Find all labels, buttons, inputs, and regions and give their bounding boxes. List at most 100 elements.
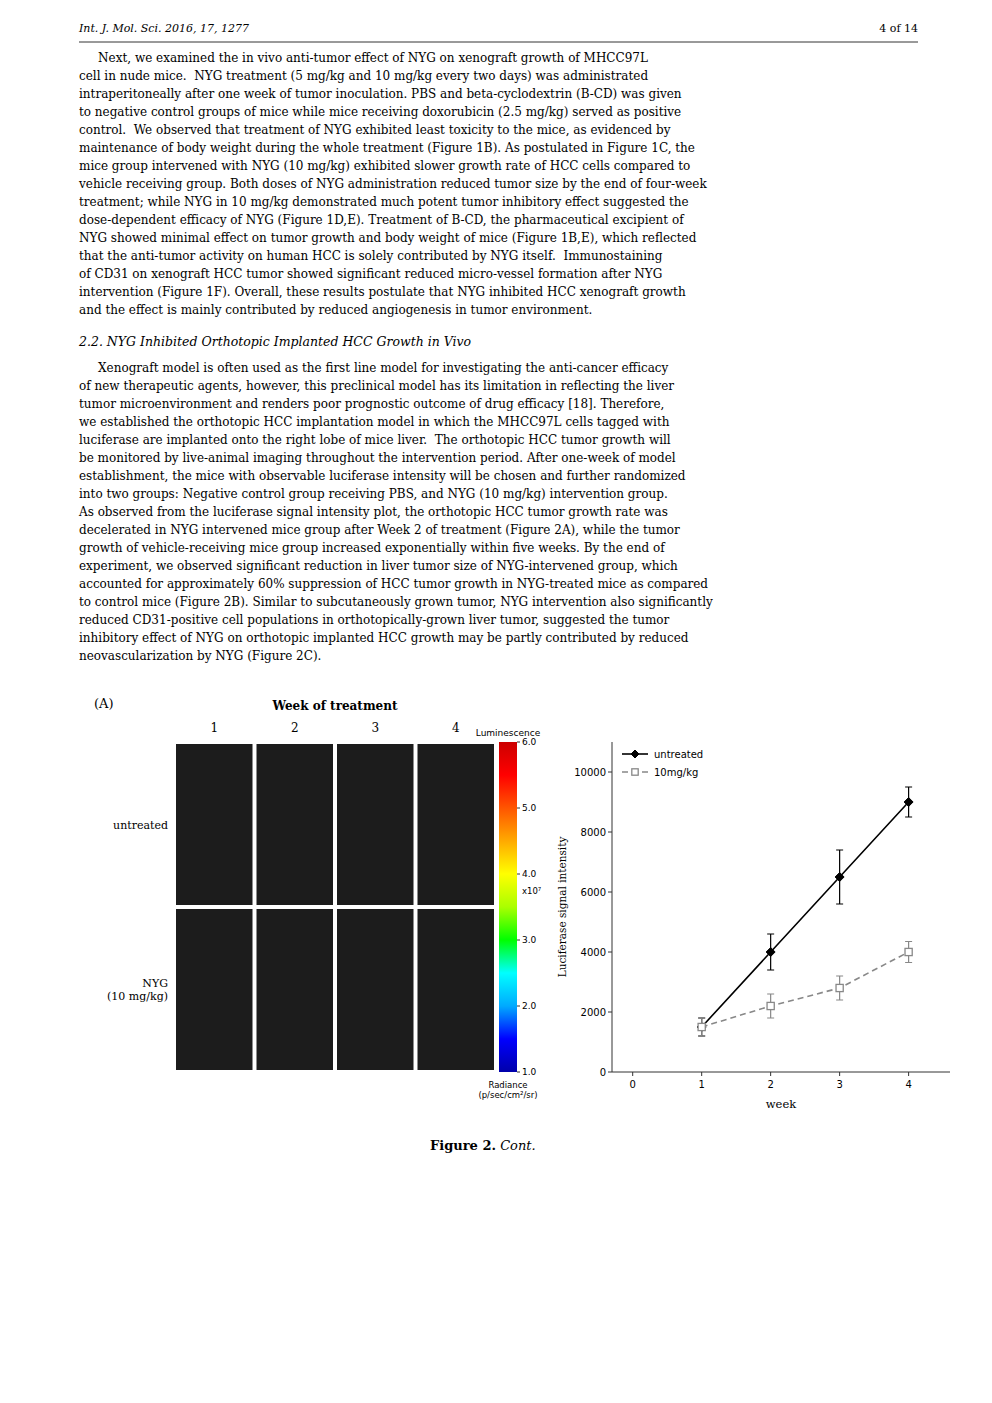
image-placeholder	[176, 744, 253, 905]
legend-marker	[632, 769, 638, 775]
body-line: growth of vehicle-receiving mice group i…	[79, 541, 666, 555]
y-tick-label: 10000	[574, 767, 606, 778]
x-tick-label: 3	[836, 1079, 842, 1090]
body-line: reduced CD31-positive cell populations i…	[79, 613, 670, 627]
plot-data	[697, 787, 913, 1036]
marker	[767, 1002, 774, 1009]
x-tick	[701, 1072, 702, 1076]
y-tick	[608, 1072, 612, 1073]
colorbar-tick-label: 4.0	[522, 869, 537, 879]
marker	[904, 798, 913, 807]
header-rule	[79, 42, 918, 43]
body-line: dose-dependent efficacy of NYG (Figure 1…	[79, 213, 685, 227]
colorbar-tick	[517, 742, 520, 743]
image-placeholder	[176, 909, 253, 1070]
body-line: intraperitoneally after one week of tumo…	[79, 87, 682, 101]
colorbar-tick-label: 3.0	[522, 935, 537, 945]
y-tick	[608, 892, 612, 893]
y-tick	[608, 1012, 612, 1013]
body-line: inhibitory effect of NYG on orthotopic i…	[79, 631, 689, 645]
image-placeholder	[418, 744, 495, 905]
body-line: neovascularization by NYG (Figure 2C).	[79, 649, 321, 663]
body-line: that the anti-tumor activity on human HC…	[79, 249, 663, 263]
y-tick	[608, 952, 612, 953]
text-line: (p/sec/cm²/sr)	[478, 1090, 537, 1100]
error-bar	[905, 787, 912, 817]
colorbar-tick	[517, 940, 520, 941]
body-line: to control mice (Figure 2B). Similar to …	[79, 595, 713, 609]
column-label: 2	[291, 721, 299, 735]
x-axis	[612, 1072, 950, 1073]
colorbar-unit-label: Radiance(p/sec/cm²/sr)	[478, 1080, 537, 1100]
y-tick-label: 4000	[581, 947, 606, 958]
header-right: 4 of 14	[879, 22, 918, 35]
colorbar-tick-label: 1.0	[522, 1067, 537, 1077]
y-tick-label: 2000	[581, 1007, 606, 1018]
body-line: experiment, we observed significant redu…	[79, 559, 678, 573]
text-line: Radiance	[488, 1080, 527, 1090]
body-line: of CD31 on xenograft HCC tumor showed si…	[79, 267, 662, 281]
x-tick-label: 4	[905, 1079, 911, 1090]
x-tick	[908, 1072, 909, 1076]
image-placeholder	[337, 909, 414, 1070]
body-line: vehicle receiving group. Both doses of N…	[78, 177, 707, 191]
image-placeholder	[257, 909, 334, 1070]
x-tick	[770, 1072, 771, 1076]
error-bar	[698, 1018, 705, 1036]
column-label: 1	[210, 721, 218, 735]
body-line: Next, we examined the in vivo anti-tumor…	[79, 51, 648, 65]
y-tick-label: 6000	[581, 887, 606, 898]
body-line: cell in nude mice. NYG treatment (5 mg/k…	[79, 69, 648, 83]
colorbar-scale-label: x10⁷	[522, 886, 542, 896]
colorbar-tick	[517, 808, 520, 809]
body-line: into two groups: Negative control group …	[79, 487, 668, 501]
body-line: be monitored by live-animal imaging thro…	[79, 451, 676, 465]
body-line: to negative control groups of mice while…	[79, 105, 681, 119]
body-line: mice group intervened with NYG (10 mg/kg…	[79, 159, 690, 173]
body-line: tumor microenvironment and renders poor …	[79, 397, 664, 411]
body-line: As observed from the luciferase signal i…	[78, 505, 668, 519]
marker	[766, 948, 775, 957]
colorbar-tick-label: 5.0	[522, 803, 537, 813]
legend-label: untreated	[654, 749, 703, 760]
body-line: intervention (Figure 1F). Overall, these…	[79, 285, 686, 299]
body-line: accounted for approximately 60% suppress…	[79, 577, 708, 591]
column-label: 3	[371, 721, 379, 735]
legend-marker	[631, 750, 639, 758]
y-tick-label: 8000	[581, 827, 606, 838]
grid-title: Week of treatment	[271, 699, 397, 713]
error-bar	[905, 942, 912, 963]
colorbar-tick	[517, 1072, 520, 1073]
body-line: luciferase are implanted onto the right …	[79, 433, 671, 447]
column-label: 4	[452, 721, 460, 735]
x-tick-label: 0	[630, 1079, 636, 1090]
page-background	[0, 0, 992, 1403]
body-line: establishment, the mice with observable …	[79, 469, 686, 483]
series-line	[702, 952, 909, 1027]
header-left: Int. J. Mol. Sci. 2016, 17, 1277	[78, 22, 249, 35]
body-line: NYG showed minimal effect on tumor growt…	[79, 231, 697, 245]
x-tick	[632, 1072, 633, 1076]
error-bar	[767, 994, 774, 1018]
body-line: treatment; while NYG in 10 mg/kg demonst…	[79, 195, 689, 209]
marker	[835, 873, 844, 882]
caption-italic: Cont.	[496, 1138, 536, 1153]
colorbar-tick	[517, 1006, 520, 1007]
text-line: NYG	[142, 977, 168, 990]
error-bar	[836, 976, 843, 1000]
text-line: (10 mg/kg)	[107, 990, 168, 1003]
error-bar	[698, 1018, 705, 1036]
body-line: control. We observed that treatment of N…	[79, 123, 671, 137]
colorbar-tick	[517, 874, 520, 875]
colorbar-tick-label: 6.0	[522, 737, 537, 747]
page: Int. J. Mol. Sci. 2016, 17, 12774 of 14 …	[0, 0, 992, 1403]
line-chart: 012340200040006000800010000weekLuciferas…	[556, 742, 950, 1111]
image-placeholder	[337, 744, 414, 905]
image-placeholder	[418, 909, 495, 1070]
section-heading: 2.2. NYG Inhibited Orthotopic Implanted …	[78, 334, 471, 349]
y-tick-label: 0	[600, 1067, 606, 1078]
series-line	[702, 802, 909, 1027]
marker	[905, 948, 912, 955]
marker	[836, 984, 843, 991]
marker	[697, 1023, 706, 1032]
